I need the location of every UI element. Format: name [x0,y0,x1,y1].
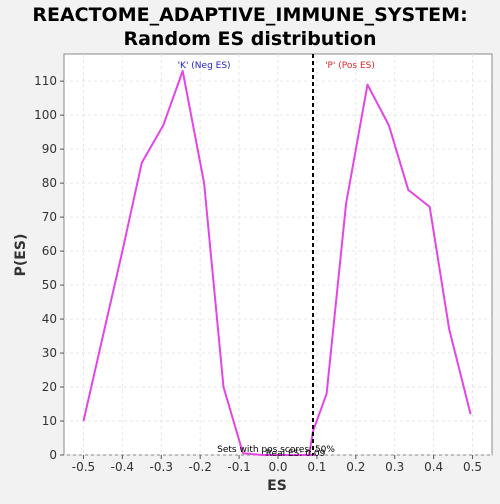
x-tick-label: 0.5 [463,460,482,474]
y-tick-label: 80 [42,176,57,190]
x-tick-label: 0.2 [346,460,365,474]
y-tick-label: 10 [42,414,57,428]
x-tick-label: -0.1 [227,460,250,474]
x-tick-label: -0.2 [188,460,211,474]
y-axis-label: P(ES) [13,234,29,277]
y-tick-label: 30 [42,346,57,360]
y-tick-label: 100 [34,108,57,122]
y-tick-label: 50 [42,278,57,292]
x-axis-label: ES [267,478,287,494]
footnote-real-es: Real ES: 0.09 [266,449,326,459]
y-tick-label: 110 [34,74,57,88]
y-tick-label: 90 [42,142,57,156]
chart-title-line1: REACTOME_ADAPTIVE_IMMUNE_SYSTEM: [32,4,467,26]
y-tick-label: 60 [42,244,57,258]
x-tick-label: 0.0 [268,460,287,474]
x-tick-label: 0.3 [385,460,404,474]
x-tick-label: -0.4 [111,460,134,474]
chart-title-line2: Random ES distribution [123,28,376,50]
y-tick-label: 0 [49,448,57,462]
x-tick-label: -0.5 [72,460,95,474]
x-tick-label: 0.1 [307,460,326,474]
x-tick-label: -0.3 [150,460,173,474]
annotation-pos-es: 'P' (Pos ES) [325,61,375,71]
y-tick-label: 20 [42,380,57,394]
y-tick-label: 70 [42,210,57,224]
x-tick-label: 0.4 [424,460,443,474]
y-tick-label: 40 [42,312,57,326]
annotation-neg-es: 'K' (Neg ES) [178,61,231,71]
